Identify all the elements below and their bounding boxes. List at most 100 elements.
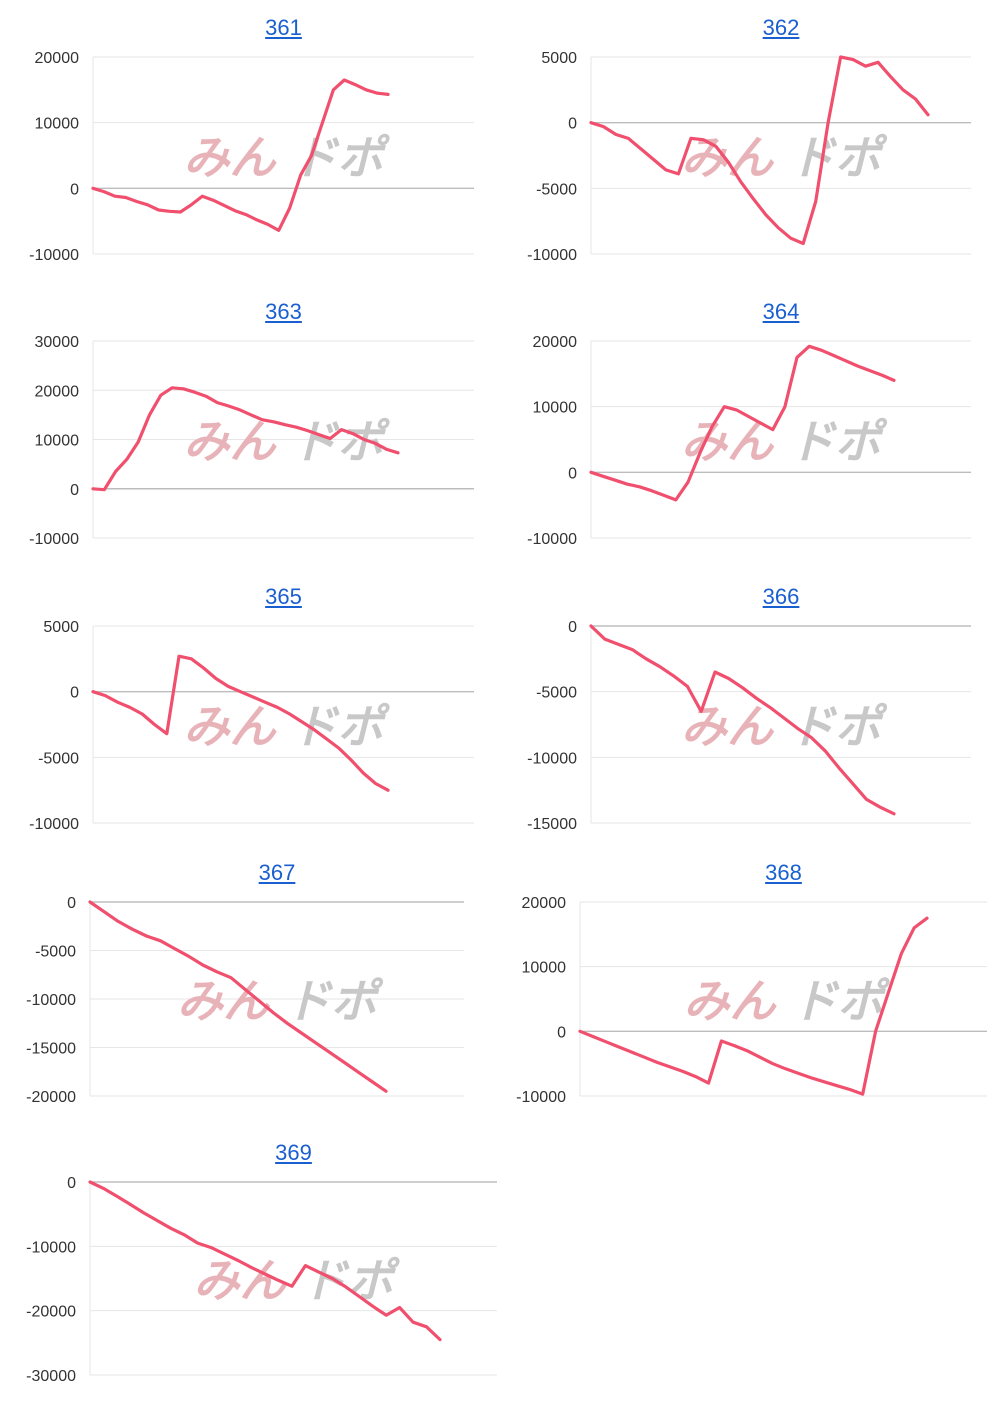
series-line	[578, 916, 929, 1096]
y-tick-label: -10000	[527, 531, 577, 548]
y-tick-label: 0	[70, 685, 79, 702]
watermark-left: みん	[681, 131, 775, 185]
watermark-logo: みん ドポ	[194, 1254, 401, 1308]
y-tick-label: -10000	[29, 247, 79, 264]
watermark-logo: みん ドポ	[184, 131, 391, 185]
series-line	[589, 344, 896, 502]
watermark-logo: みん ドポ	[681, 415, 888, 469]
y-tick-label: -30000	[26, 1368, 76, 1385]
watermark-logo: みん ドポ	[684, 974, 891, 1028]
y-tick-label: 5000	[541, 50, 577, 67]
chart-title-link[interactable]: 362	[762, 15, 800, 40]
watermark-left: みん	[194, 1254, 288, 1308]
watermark-left: みん	[681, 700, 775, 754]
watermark-right: ドポ	[292, 700, 391, 754]
watermark-left: みん	[681, 415, 775, 469]
watermark-logo: みん ドポ	[681, 131, 888, 185]
chart-title-link[interactable]: 363	[265, 299, 302, 324]
y-tick-label: 0	[67, 895, 76, 912]
series-line	[88, 900, 388, 1093]
y-tick-label: 0	[557, 1024, 566, 1041]
y-tick-label: 0	[568, 116, 577, 133]
y-tick-label: 10000	[522, 960, 567, 977]
y-tick-label: 0	[70, 181, 79, 198]
y-tick-label: 10000	[35, 433, 80, 450]
watermark-logo: みん ドポ	[681, 700, 888, 754]
series-line	[589, 55, 930, 246]
watermark-right: ドポ	[792, 974, 891, 1028]
y-tick-label: -5000	[38, 750, 79, 767]
watermark-left: みん	[184, 700, 278, 754]
y-tick-label: -10000	[527, 247, 577, 264]
y-tick-label: -5000	[35, 944, 76, 961]
watermark-logo: みん ドポ	[177, 974, 384, 1028]
y-tick-label: 0	[568, 619, 577, 636]
chart-title-link[interactable]: 361	[265, 15, 302, 40]
watermark-right: ドポ	[789, 131, 888, 185]
y-tick-label: 10000	[35, 116, 80, 133]
watermark-right: ドポ	[789, 415, 888, 469]
watermark-left: みん	[184, 131, 278, 185]
chart-title-link[interactable]: 367	[258, 860, 296, 885]
chart-title-link[interactable]: 368	[765, 860, 802, 885]
series-line	[91, 78, 390, 232]
y-tick-label: -10000	[29, 531, 79, 548]
series-line	[91, 386, 400, 492]
y-tick-label: 30000	[35, 334, 80, 351]
y-tick-label: 20000	[35, 50, 80, 67]
series-line	[589, 624, 896, 816]
watermark-left: みん	[177, 974, 271, 1028]
chart-title-link[interactable]: 366	[762, 584, 800, 609]
watermark-left: みん	[184, 415, 278, 469]
y-tick-label: 20000	[533, 334, 578, 351]
y-tick-label: -10000	[26, 1239, 76, 1256]
series-line	[91, 654, 390, 792]
y-tick-label: 20000	[522, 895, 567, 912]
watermark-right: ドポ	[789, 700, 888, 754]
watermark-right: ドポ	[292, 415, 391, 469]
y-tick-label: -15000	[26, 1041, 76, 1058]
y-tick-label: -10000	[26, 992, 76, 1009]
chart-title-link[interactable]: 365	[265, 584, 302, 609]
chart-title-link[interactable]: 364	[762, 299, 800, 324]
y-tick-label: -15000	[527, 816, 577, 833]
y-tick-label: -10000	[29, 816, 79, 833]
y-tick-label: -20000	[26, 1089, 76, 1106]
y-tick-label: 0	[568, 465, 577, 482]
watermark-left: みん	[684, 974, 778, 1028]
y-tick-label: 10000	[533, 400, 578, 417]
y-tick-label: 20000	[35, 383, 80, 400]
y-tick-label: -5000	[536, 685, 577, 702]
chart-title-link[interactable]: 369	[275, 1140, 312, 1165]
y-tick-label: 0	[70, 482, 79, 499]
y-tick-label: 5000	[43, 619, 79, 636]
watermark-right: ドポ	[285, 974, 384, 1028]
y-tick-label: -20000	[26, 1304, 76, 1321]
y-tick-label: -10000	[527, 750, 577, 767]
series-line	[88, 1180, 442, 1342]
watermark-right: ドポ	[292, 131, 391, 185]
watermark-right: ドポ	[302, 1254, 401, 1308]
watermark-logo: みん ドポ	[184, 700, 391, 754]
y-tick-label: 0	[67, 1175, 76, 1192]
watermark-logo: みん ドポ	[184, 415, 391, 469]
y-tick-label: -5000	[536, 181, 577, 198]
